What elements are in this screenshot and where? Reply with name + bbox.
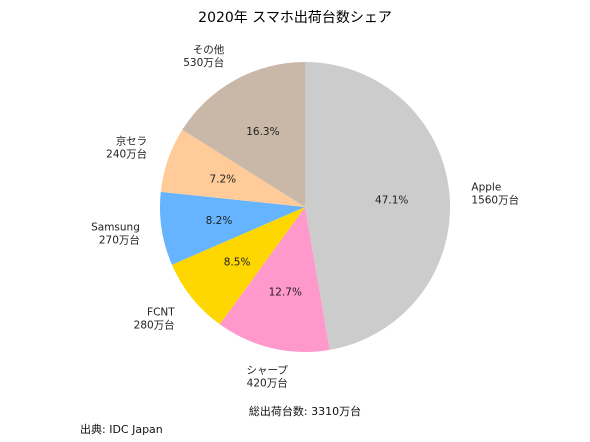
slice-value: 280万台 (134, 319, 175, 332)
slice-name: シャープ (247, 365, 289, 377)
slice-name: Samsung (91, 221, 140, 233)
slice-percent: 12.7% (269, 287, 302, 299)
total-shipments: 総出荷台数: 3310万台 (249, 404, 361, 418)
slice-name: その他 (193, 43, 225, 56)
slice-percent: 16.3% (246, 126, 279, 138)
slice-name: FCNT (147, 307, 175, 319)
slice-percent: 8.2% (206, 215, 233, 227)
pie-slice (219, 207, 330, 353)
slice-percent: 47.1% (375, 195, 408, 207)
pie-slices (159, 62, 451, 353)
source-note: 出典: IDC Japan (80, 422, 163, 436)
chart-title: 2020年 スマホ出荷台数シェア (198, 10, 392, 26)
slice-value: 530万台 (183, 56, 224, 69)
pie-slice (305, 62, 451, 350)
slice-name: 京セラ (116, 134, 148, 147)
slice-value: 270万台 (99, 233, 140, 246)
pie-slice (160, 129, 305, 207)
pie-slice (159, 191, 305, 265)
slice-name: Apple (471, 182, 501, 194)
slice-percent: 7.2% (209, 174, 236, 186)
pie-slice (171, 207, 305, 325)
pie-slice (182, 62, 305, 207)
slice-value: 1560万台 (471, 194, 519, 207)
slice-value: 420万台 (247, 377, 288, 390)
slice-percent: 8.5% (224, 256, 251, 268)
slice-value: 240万台 (106, 147, 147, 160)
percent-labels: 47.1% 12.7% 8.5% 8.2% 7.2% 16.3% (206, 126, 409, 299)
